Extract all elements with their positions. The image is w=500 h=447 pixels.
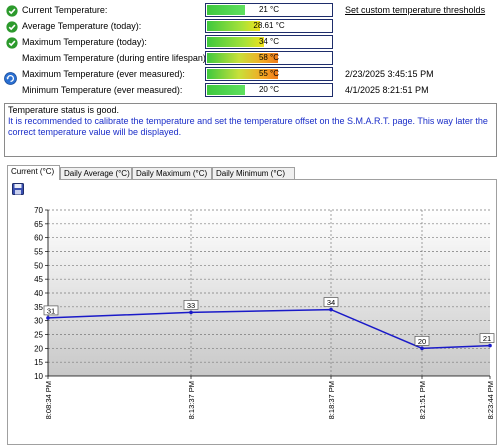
data-label-box — [43, 305, 59, 316]
data-label-box — [414, 335, 430, 346]
measured-timestamp: 4/1/2025 8:21:51 PM — [345, 85, 429, 95]
data-label: 31 — [47, 306, 55, 315]
x-tick-label: 8:18:37 PM — [327, 381, 336, 419]
y-tick-label: 45 — [34, 275, 43, 284]
data-label: 33 — [187, 301, 195, 310]
x-tick-label: 8:23:44 PM — [486, 381, 495, 419]
data-point — [329, 307, 333, 312]
data-label: 20 — [418, 337, 426, 346]
data-label-box — [323, 297, 339, 307]
y-tick-label: 10 — [34, 372, 43, 381]
y-tick-label: 35 — [34, 303, 43, 312]
data-point — [420, 346, 424, 351]
y-tick-label: 50 — [34, 261, 43, 270]
temperature-bar-fill — [207, 53, 278, 63]
tab-daily-average-c[interactable]: Daily Average (°C) — [60, 167, 132, 179]
temp-row-minimum-temperature-ever-measured: Minimum Temperature (ever measured): 20 °… — [0, 83, 500, 99]
chart-panel: 10 15 20 25 30 35 40 45 50 55 60 65 70 8:08:34 PM 8:13… — [7, 179, 497, 445]
temperature-value: 58 °C — [258, 53, 280, 62]
temp-row-label: Minimum Temperature (ever measured): — [22, 85, 183, 95]
temp-row-current-temperature: Current Temperature: 21 °C Set custom temp… — [0, 3, 500, 19]
measured-timestamp: 2/23/2025 3:45:15 PM — [345, 69, 434, 79]
check-icon — [6, 5, 18, 17]
temperature-bar: 55 °C — [205, 67, 333, 81]
status-message: Temperature status is good. — [8, 105, 120, 115]
data-label: 21 — [483, 334, 491, 343]
save-button[interactable] — [12, 183, 24, 195]
temp-row-label: Maximum Temperature (ever measured): — [22, 69, 185, 79]
check-icon — [6, 37, 18, 49]
temperature-value: 28.61 °C — [253, 21, 285, 30]
y-tick-label: 70 — [34, 206, 43, 215]
calibration-hint: It is recommended to calibrate the tempe… — [8, 116, 488, 137]
status-message-box: Temperature status is good. It is recomm… — [4, 103, 497, 157]
y-tick-label: 55 — [34, 248, 43, 257]
temperature-bar: 21 °C — [205, 3, 333, 17]
tab-daily-minimum-c[interactable]: Daily Minimum (°C) — [212, 167, 295, 179]
y-tick-label: 15 — [34, 358, 43, 367]
y-tick-label: 65 — [34, 220, 43, 229]
temp-row-label: Average Temperature (today): — [22, 21, 142, 31]
y-tick-label: 40 — [34, 289, 43, 298]
temperature-bar-fill — [207, 69, 278, 79]
y-tick-label: 25 — [34, 331, 43, 340]
data-label-box — [479, 333, 495, 343]
temperature-bar-fill — [207, 21, 260, 31]
x-tick-label: 8:21:51 PM — [418, 381, 427, 419]
temperature-bar-fill — [207, 37, 264, 47]
data-point — [46, 316, 50, 320]
temperature-value: 20 °C — [258, 85, 280, 94]
y-tick-label: 60 — [34, 234, 43, 243]
temp-row-maximum-temperature-ever-measured: Maximum Temperature (ever measured): 55 °… — [0, 67, 500, 83]
temperature-bar: 20 °C — [205, 83, 333, 97]
temp-row-average-temperature-today: Average Temperature (today): 28.61 °C — [0, 19, 500, 35]
save-icon — [12, 183, 24, 195]
temperature-chart: 10 15 20 25 30 35 40 45 50 55 60 65 70 8:08:34 PM 8:13… — [34, 206, 495, 419]
temp-row-maximum-temperature-during-entire-lifespan: Maximum Temperature (during entire lifes… — [0, 51, 500, 67]
temperature-value: 21 °C — [258, 5, 280, 14]
temperature-value: 55 °C — [258, 69, 280, 78]
refresh-button[interactable] — [4, 72, 17, 85]
y-tick-label: 20 — [34, 344, 43, 353]
tab-daily-maximum-c[interactable]: Daily Maximum (°C) — [132, 167, 212, 179]
custom-thresholds-link[interactable]: Set custom temperature thresholds — [345, 5, 486, 15]
x-tick-label: 8:08:34 PM — [44, 381, 53, 419]
temp-row-label: Maximum Temperature (during entire lifes… — [22, 53, 209, 63]
y-tick-label: 30 — [34, 317, 43, 326]
temp-row-maximum-temperature-today: Maximum Temperature (today): 34 °C — [0, 35, 500, 51]
check-icon — [6, 21, 18, 33]
temperature-value: 34 °C — [258, 37, 280, 46]
temperature-bar: 58 °C — [205, 51, 333, 65]
data-label-box — [183, 300, 199, 310]
data-label: 34 — [327, 298, 335, 307]
refresh-icon — [4, 72, 17, 85]
data-point — [189, 310, 193, 315]
temp-row-label: Maximum Temperature (today): — [22, 37, 147, 47]
temperature-bar: 34 °C — [205, 35, 333, 49]
temperature-bar: 28.61 °C — [205, 19, 333, 33]
temperature-bar-fill — [207, 85, 245, 95]
tab-current-c[interactable]: Current (°C) — [7, 165, 60, 180]
temp-row-label: Current Temperature: — [22, 5, 108, 15]
temperature-bar-fill — [207, 5, 245, 15]
x-tick-label: 8:13:37 PM — [187, 381, 196, 419]
data-point — [488, 343, 492, 348]
